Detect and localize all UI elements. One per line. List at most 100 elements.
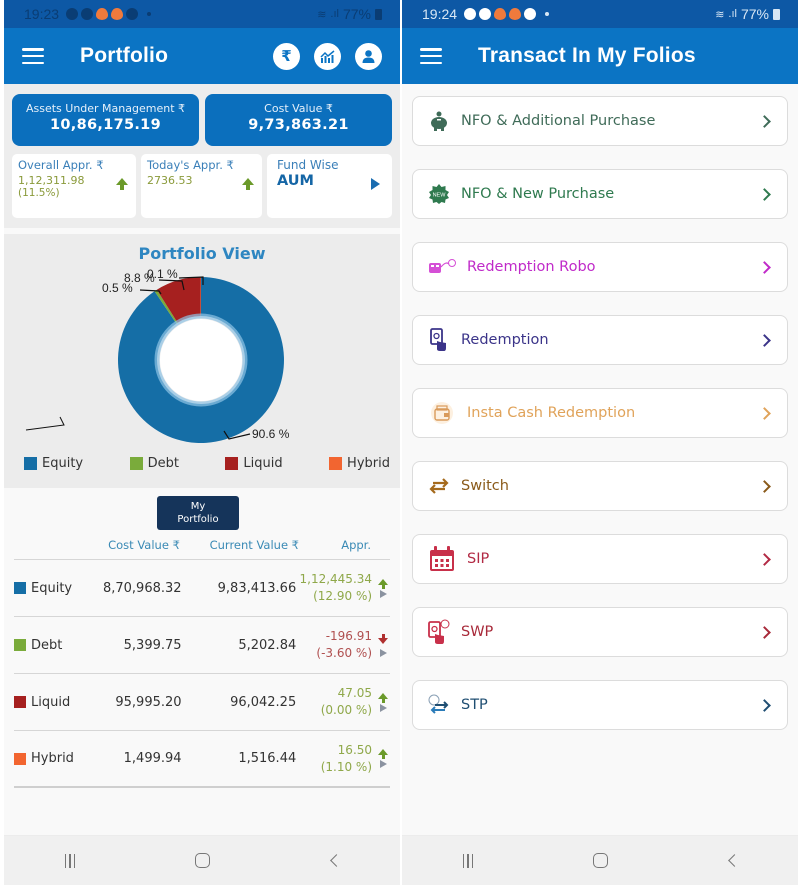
fire-notification-icon xyxy=(494,8,507,20)
more-notifications-dot xyxy=(545,12,550,16)
swp-hand-icon xyxy=(427,619,451,644)
transaction-menu: NFO & Additional Purchase NEW NFO & New … xyxy=(402,84,798,730)
battery-level: 77% xyxy=(740,6,769,22)
today-appr-label: Today's Appr. ₹ xyxy=(147,158,234,172)
hybrid-swatch xyxy=(14,752,26,765)
portfolio-table: My Portfolio Cost Value ₹ Current Value … xyxy=(4,488,400,788)
tab-my-portfolio[interactable]: My Portfolio xyxy=(157,496,239,530)
back-button[interactable] xyxy=(314,846,354,876)
page-title: Portfolio xyxy=(80,44,169,67)
legend-hybrid[interactable]: Hybrid xyxy=(329,456,390,471)
play-arrow-icon[interactable] xyxy=(371,178,380,190)
hybrid-slice xyxy=(200,276,201,316)
overall-appr-label: Overall Appr. ₹ xyxy=(18,158,104,172)
app-bar: Portfolio ₹ xyxy=(4,28,400,84)
menu-item-nfo-additional-purchase[interactable]: NFO & Additional Purchase xyxy=(412,96,788,146)
portfolio-screen: 19:23 ≋ .ıl 77% Portfolio ₹ xyxy=(4,0,400,885)
chevron-right-icon xyxy=(758,260,771,274)
legend-equity[interactable]: Equity xyxy=(24,456,83,471)
expand-arrow-icon[interactable] xyxy=(379,703,387,712)
debt-swatch xyxy=(14,639,26,651)
status-bar: 19:24 ≋ .ıl 77% xyxy=(402,0,798,28)
menu-item-nfo-new-purchase[interactable]: NEW NFO & New Purchase xyxy=(412,169,788,219)
table-row[interactable]: Debt 5,399.75 5,202.84 -196.91 (-3.60 %) xyxy=(14,617,390,674)
donut-chart: 90.6 % 0.5 % 8.8 % 0.1 % xyxy=(25,267,290,443)
hybrid-pct-label: 0.1 % xyxy=(147,267,178,281)
liquid-swatch xyxy=(14,696,26,708)
cost-value-label: Cost Value ₹ xyxy=(264,102,333,115)
fire-notification-icon xyxy=(111,8,124,20)
legend-debt[interactable]: Debt xyxy=(129,456,179,471)
menu-item-label: STP xyxy=(461,697,488,713)
up-arrow-icon xyxy=(242,178,254,190)
chevron-right-icon xyxy=(758,114,771,128)
page-title: Transact In My Folios xyxy=(478,44,696,67)
menu-icon[interactable] xyxy=(420,48,442,64)
menu-icon[interactable] xyxy=(22,48,44,64)
legend-liquid[interactable]: Liquid xyxy=(225,456,283,471)
chart-trend-icon[interactable] xyxy=(314,42,341,70)
table-row[interactable]: Liquid 95,995.20 96,042.25 47.05 (0.00 %) xyxy=(14,674,390,731)
menu-item-insta-cash-redemption[interactable]: Insta Cash Redemption xyxy=(412,388,788,438)
rupee-icon[interactable]: ₹ xyxy=(273,42,300,70)
menu-item-redemption-robo[interactable]: Redemption Robo xyxy=(412,242,788,292)
fund-wise-aum-card[interactable]: Fund Wise AUM xyxy=(267,154,392,218)
home-button[interactable] xyxy=(182,846,222,876)
robo-redemption-icon xyxy=(427,255,457,279)
table-row[interactable]: Hybrid 1,499.94 1,516.44 16.50 (1.10 %) xyxy=(14,731,390,788)
menu-item-label: SIP xyxy=(467,551,490,567)
aum-card: Assets Under Management ₹ 10,86,175.19 xyxy=(12,94,199,146)
menu-item-redemption[interactable]: Redemption xyxy=(412,315,788,365)
signal-icon: .ıl xyxy=(728,8,737,20)
menu-item-label: SWP xyxy=(461,624,494,640)
up-arrow-icon xyxy=(378,749,389,759)
app-notification-icon xyxy=(524,8,537,20)
fire-notification-icon xyxy=(509,8,522,20)
today-appreciation-card: Today's Appr. ₹ 2736.53 xyxy=(141,154,262,218)
recent-apps-button[interactable] xyxy=(50,846,90,876)
status-time: 19:24 xyxy=(422,6,458,22)
menu-item-swp[interactable]: SWP xyxy=(412,607,788,657)
menu-item-sip[interactable]: SIP xyxy=(412,534,788,584)
chart-legend: Equity Debt Liquid Hybrid xyxy=(24,456,390,471)
home-button[interactable] xyxy=(580,846,620,876)
system-nav-bar xyxy=(402,835,798,885)
transact-screen: 19:24 ≋ .ıl 77% Transact In My Folios NF… xyxy=(402,0,798,885)
chevron-right-icon xyxy=(758,552,771,566)
liquid-pct-label: 8.8 % xyxy=(124,271,155,285)
app-notification-icon xyxy=(81,8,94,20)
app-notification-icon xyxy=(479,8,492,20)
aum-label: Assets Under Management ₹ xyxy=(25,102,186,115)
svg-text:NEW: NEW xyxy=(433,193,447,199)
wifi-icon: ≋ xyxy=(715,8,725,21)
header-appr: Appr. xyxy=(341,537,371,552)
today-appr-value: 2736.53 xyxy=(147,174,193,187)
expand-arrow-icon[interactable] xyxy=(379,589,387,598)
recent-apps-button[interactable] xyxy=(448,846,488,876)
chevron-right-icon xyxy=(758,406,771,420)
header-current-value: Current Value ₹ xyxy=(209,537,299,552)
wifi-icon: ≋ xyxy=(317,8,327,21)
summary-section: Assets Under Management ₹ 10,86,175.19 C… xyxy=(4,84,400,228)
menu-item-label: Insta Cash Redemption xyxy=(467,405,636,421)
expand-arrow-icon[interactable] xyxy=(379,648,387,657)
system-nav-bar xyxy=(4,835,400,885)
up-arrow-icon xyxy=(116,178,128,190)
chevron-right-icon xyxy=(758,698,771,712)
piggy-bank-icon xyxy=(427,109,451,133)
expand-arrow-icon[interactable] xyxy=(379,760,387,768)
profile-icon[interactable] xyxy=(355,42,382,70)
app-notification-icon xyxy=(464,8,477,20)
back-button[interactable] xyxy=(712,846,752,876)
stp-arrows-icon xyxy=(427,693,451,717)
table-row[interactable]: Equity 8,70,968.32 9,83,413.66 1,12,445.… xyxy=(14,560,390,617)
menu-item-label: Redemption Robo xyxy=(467,259,596,275)
cost-value-card: Cost Value ₹ 9,73,863.21 xyxy=(205,94,392,146)
chevron-right-icon xyxy=(758,333,771,347)
down-arrow-icon xyxy=(378,633,389,644)
menu-item-switch[interactable]: Switch xyxy=(412,461,788,511)
overall-appr-value: 1,12,311.98 xyxy=(18,174,85,187)
app-notification-icon xyxy=(66,8,79,20)
menu-item-label: Switch xyxy=(461,478,509,494)
menu-item-stp[interactable]: STP xyxy=(412,680,788,730)
